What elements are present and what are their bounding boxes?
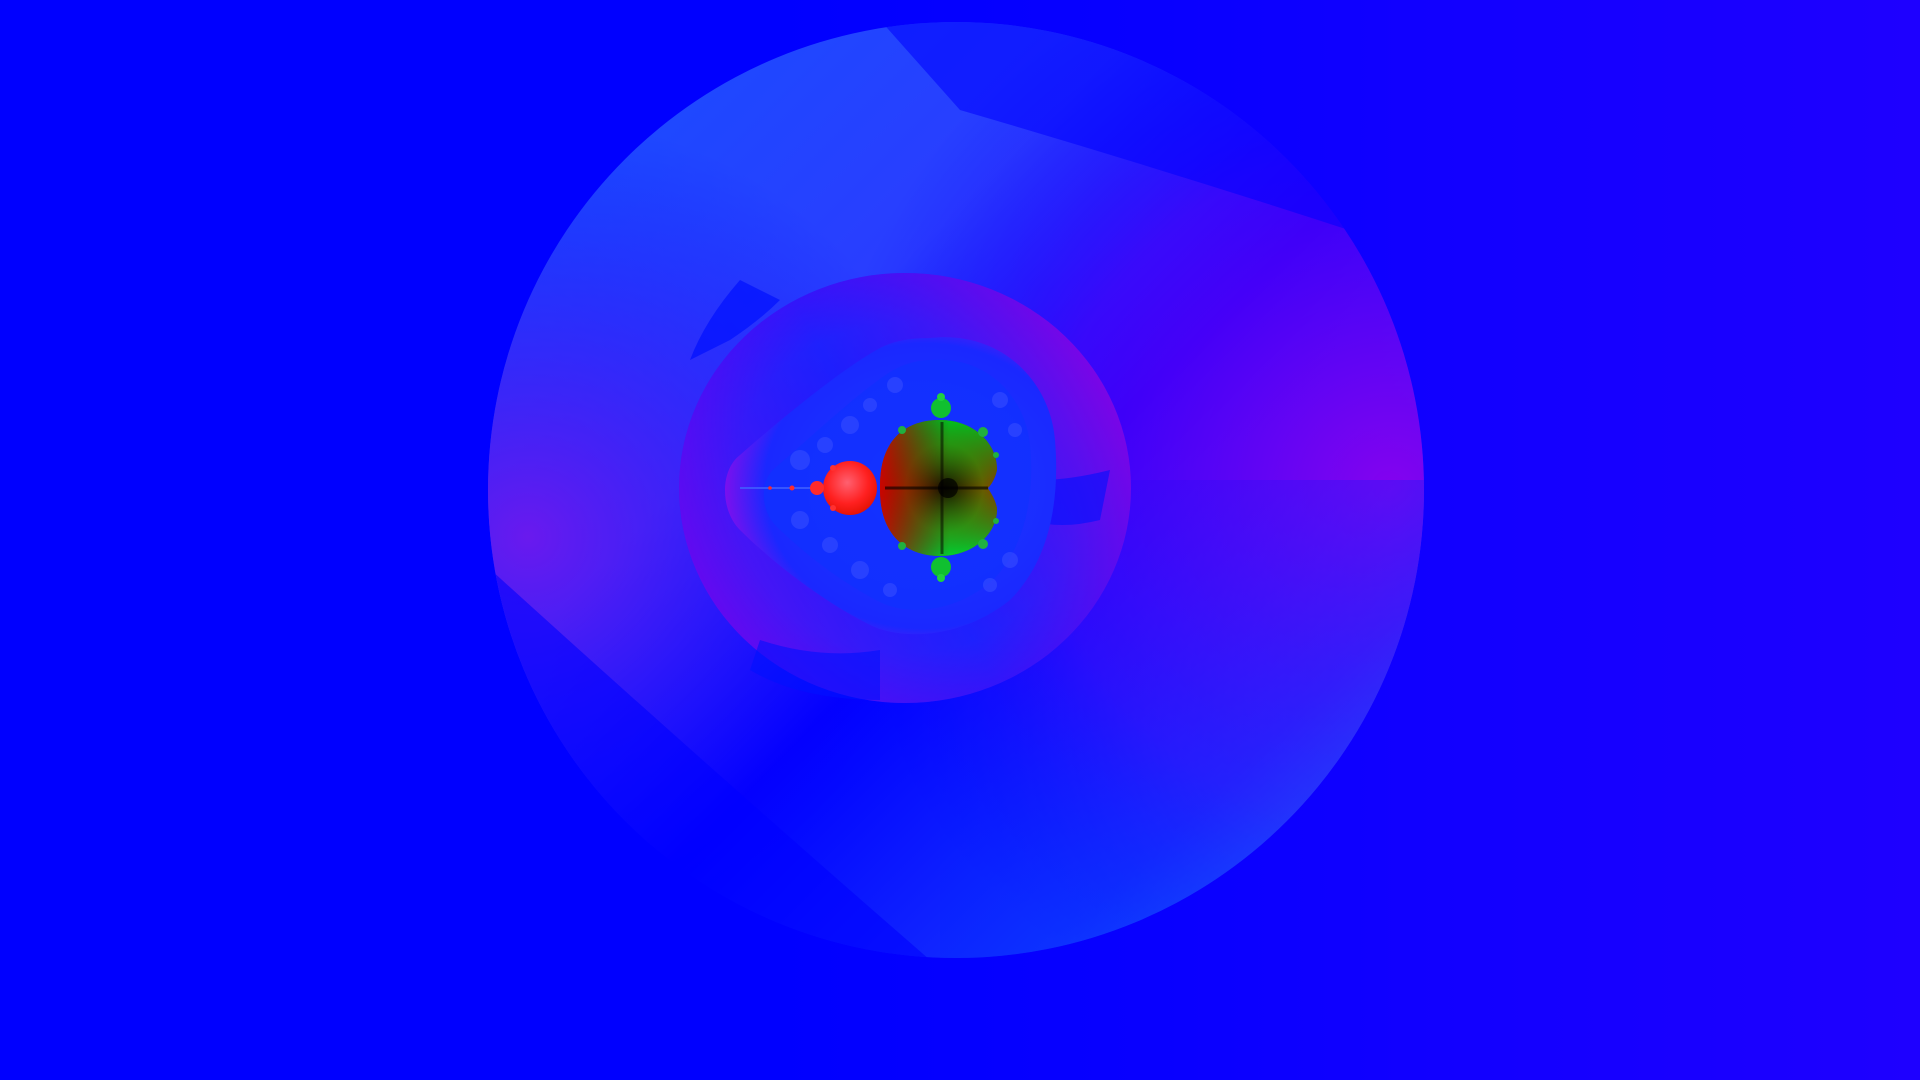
left-filament [740, 481, 824, 495]
satellite-bulbs [898, 426, 999, 550]
period-2-bulb [823, 461, 877, 515]
lower-bulb [931, 557, 951, 582]
main-cardioid [880, 420, 998, 556]
upper-bulb [931, 393, 951, 418]
